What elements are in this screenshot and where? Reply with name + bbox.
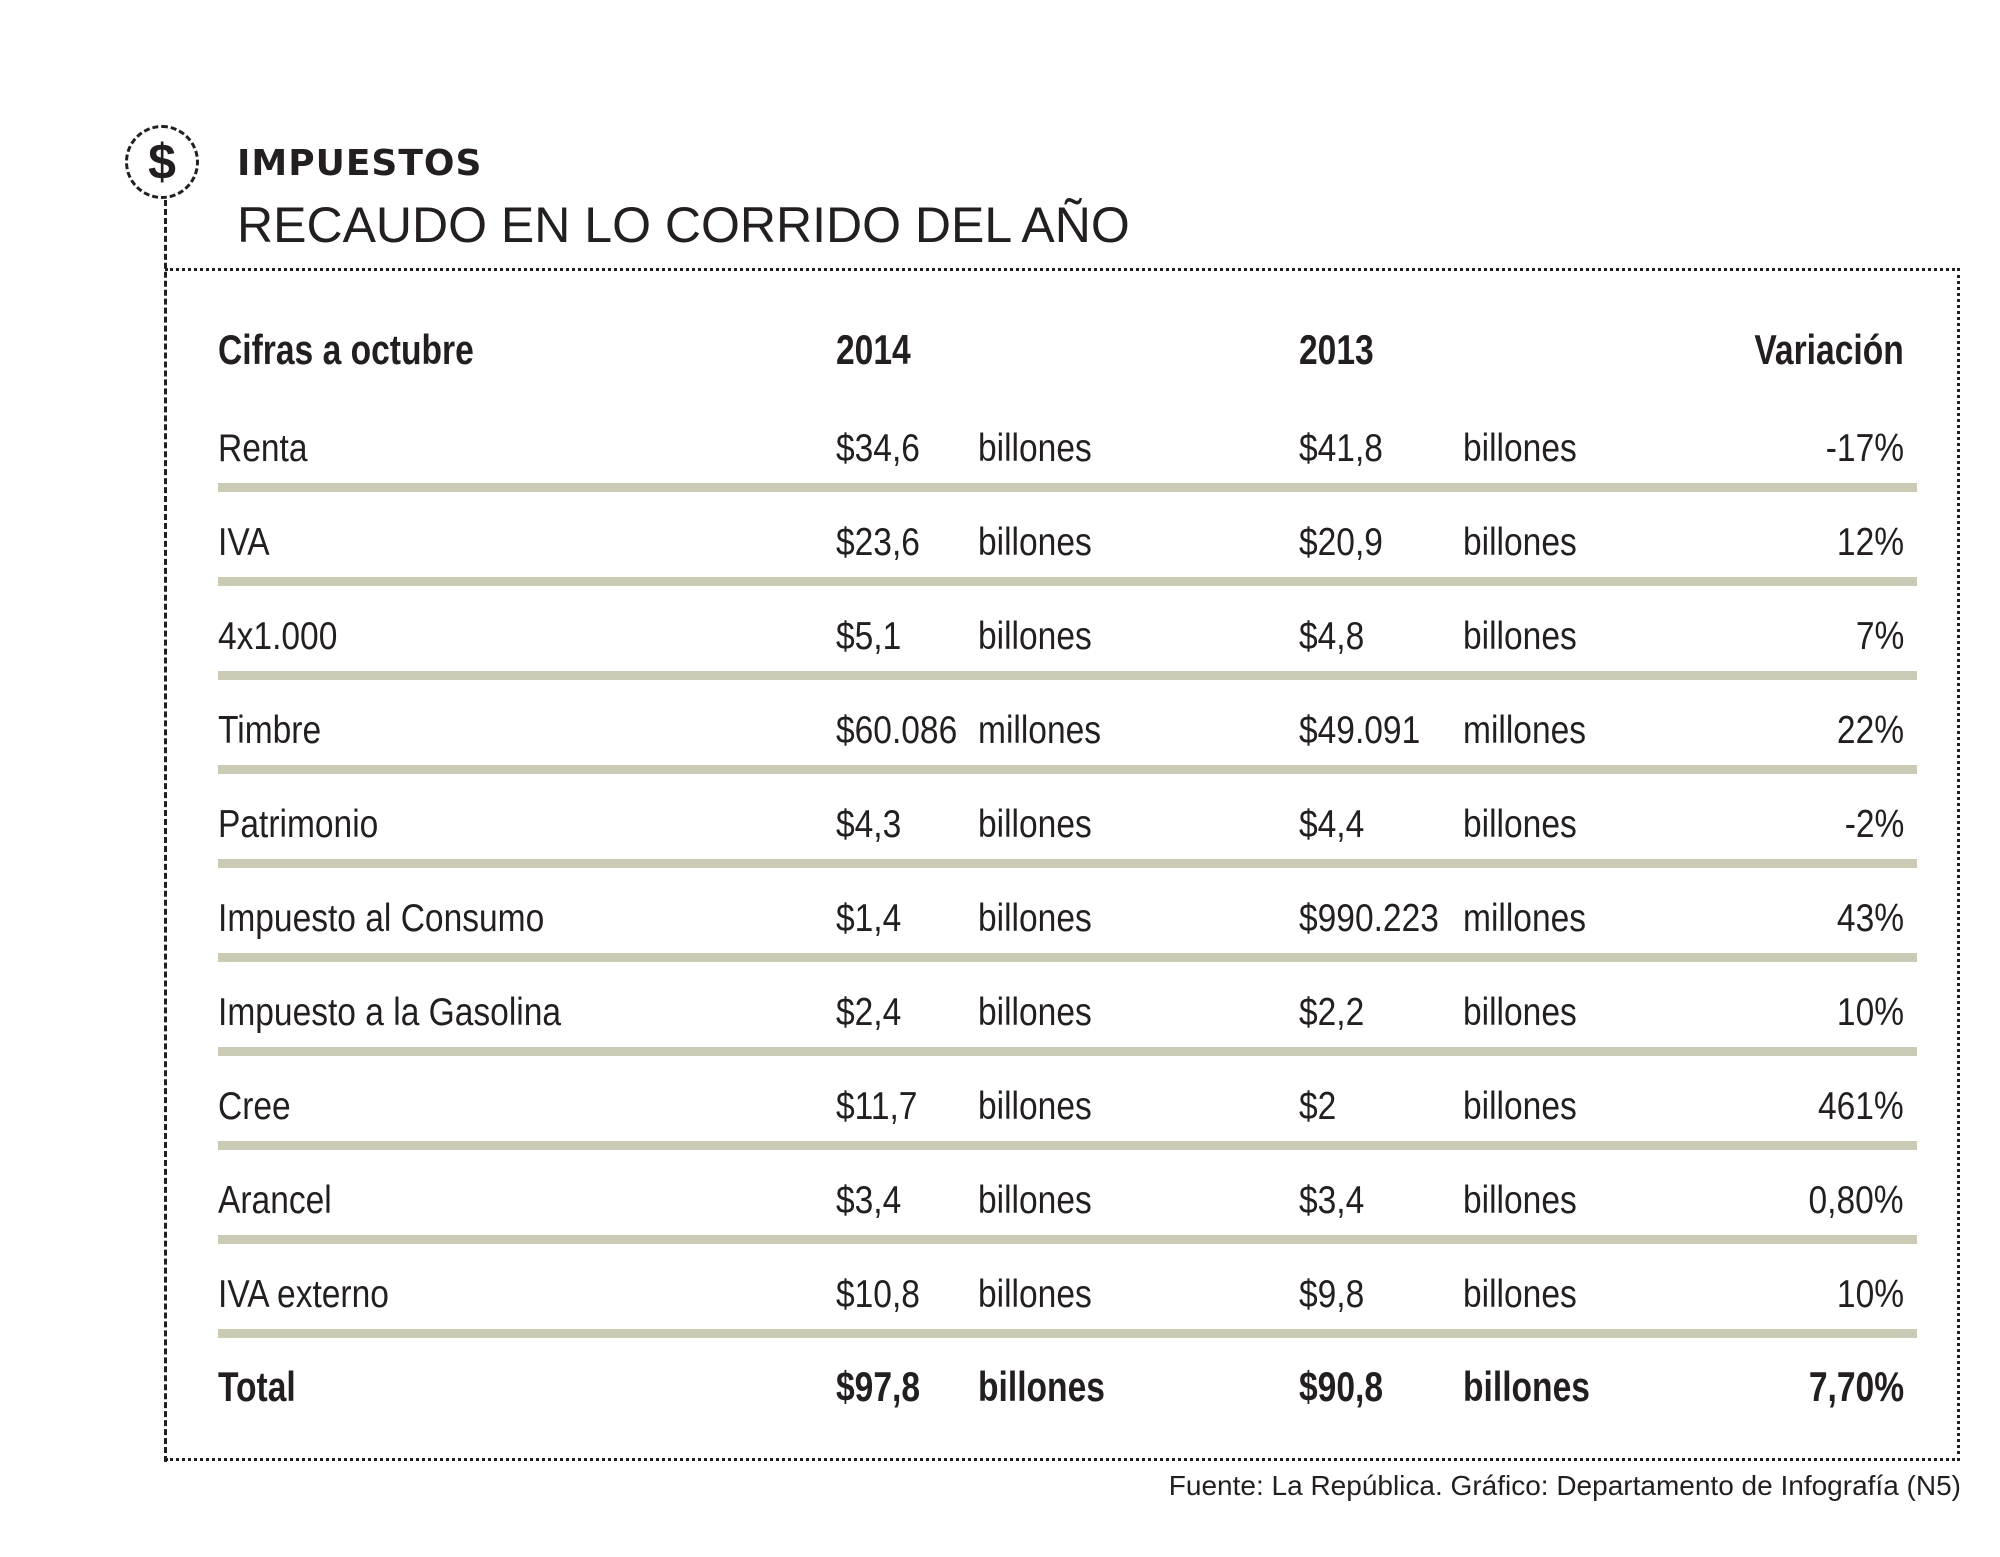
variation: 12%: [1836, 521, 1904, 564]
unit-2014: billones: [978, 615, 1092, 658]
unit-2013: billones: [1463, 521, 1577, 564]
dollar-sign-icon: $: [125, 125, 199, 199]
value-2014: $2,4: [836, 991, 902, 1034]
row-separator: [218, 859, 1917, 868]
value-2013: $4,4: [1299, 803, 1365, 846]
header-value-2013: 2013: [1299, 326, 1374, 373]
unit-2013: billones: [1463, 427, 1577, 470]
row-label: Timbre: [218, 709, 322, 752]
value-2014: $3,4: [836, 1179, 902, 1222]
value-2014: $4,3: [836, 803, 902, 846]
header-row-label: Cifras a octubre: [218, 326, 474, 373]
total-value-2014: $97,8: [836, 1363, 921, 1410]
value-2014: $11,7: [836, 1085, 918, 1128]
unit-2013: billones: [1463, 1273, 1577, 1316]
value-2013: $9,8: [1299, 1273, 1365, 1316]
unit-2014: billones: [978, 427, 1092, 470]
variation: 7%: [1855, 615, 1904, 658]
variation: 0,80%: [1808, 1179, 1904, 1222]
unit-2014: billones: [978, 521, 1092, 564]
value-2014: $10,8: [836, 1273, 920, 1316]
unit-2013: billones: [1463, 803, 1577, 846]
value-2014: $5,1: [836, 615, 902, 658]
row-label: Renta: [218, 427, 308, 470]
unit-2014: billones: [978, 1273, 1092, 1316]
value-2013: $41,8: [1299, 427, 1383, 470]
total-variation: 7,70%: [1808, 1363, 1904, 1410]
total-row-label: Total: [218, 1363, 296, 1410]
row-separator: [218, 483, 1917, 492]
value-2013: $4,8: [1299, 615, 1365, 658]
header-variation: Variación: [1754, 326, 1904, 373]
variation: 461%: [1818, 1085, 1904, 1128]
total-value-2013: $90,8: [1299, 1363, 1384, 1410]
variation: 10%: [1836, 1273, 1904, 1316]
unit-2013: billones: [1463, 1179, 1577, 1222]
variation: -2%: [1844, 803, 1904, 846]
row-separator: [218, 671, 1917, 680]
unit-2013: millones: [1463, 709, 1587, 752]
unit-2014: billones: [978, 991, 1092, 1034]
row-separator: [218, 953, 1917, 962]
value-2013: $49.091: [1299, 709, 1421, 752]
unit-2014: billones: [978, 1179, 1092, 1222]
row-separator: [218, 1235, 1917, 1244]
unit-2013: billones: [1463, 1085, 1577, 1128]
row-label: Impuesto al Consumo: [218, 897, 545, 940]
total-unit-2014: billones: [978, 1363, 1105, 1410]
value-2013: $2,2: [1299, 991, 1365, 1034]
unit-2013: millones: [1463, 897, 1587, 940]
row-separator: [218, 577, 1917, 586]
row-label: Cree: [218, 1085, 291, 1128]
row-separator: [218, 765, 1917, 774]
value-2014: $60.086: [836, 709, 958, 752]
value-2014: $1,4: [836, 897, 902, 940]
dotted-connector: [164, 200, 167, 1462]
header-value-2014: 2014: [836, 326, 911, 373]
unit-2014: billones: [978, 897, 1092, 940]
row-separator: [218, 1141, 1917, 1150]
source-note: Fuente: La República. Gráfico: Departame…: [1168, 1470, 1961, 1501]
row-label: Patrimonio: [218, 803, 379, 846]
value-2013: $20,9: [1299, 521, 1383, 564]
unit-2013: billones: [1463, 991, 1577, 1034]
unit-2014: millones: [978, 709, 1102, 752]
row-label: Impuesto a la Gasolina: [218, 991, 562, 1034]
row-label: IVA: [218, 521, 270, 564]
value-2013: $3,4: [1299, 1179, 1365, 1222]
value-2014: $23,6: [836, 521, 920, 564]
variation: 22%: [1836, 709, 1904, 752]
unit-2014: billones: [978, 803, 1092, 846]
row-separator: [218, 1047, 1917, 1056]
total-unit-2013: billones: [1463, 1363, 1590, 1410]
value-2014: $34,6: [836, 427, 920, 470]
variation: 10%: [1836, 991, 1904, 1034]
unit-2014: billones: [978, 1085, 1092, 1128]
variation: 43%: [1836, 897, 1904, 940]
page-title: RECAUDO EN LO CORRIDO DEL AÑO: [237, 197, 1130, 253]
row-label: 4x1.000: [218, 615, 338, 658]
variation: -17%: [1825, 427, 1904, 470]
value-2013: $2: [1299, 1085, 1337, 1128]
value-2013: $990.223: [1299, 897, 1439, 940]
row-separator: [218, 1329, 1917, 1338]
table-frame: [165, 268, 1960, 1461]
row-label: IVA externo: [218, 1273, 389, 1316]
section-label: IMPUESTOS: [237, 143, 483, 184]
row-label: Arancel: [218, 1179, 332, 1222]
unit-2013: billones: [1463, 615, 1577, 658]
